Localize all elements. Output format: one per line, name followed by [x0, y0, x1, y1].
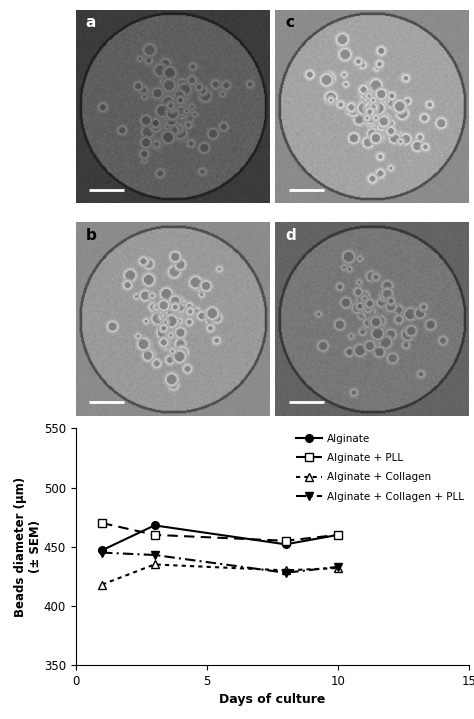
Alginate + PLL	[152, 531, 157, 539]
Text: d: d	[285, 228, 296, 243]
Alginate + Collagen + PLL	[152, 551, 157, 559]
Alginate + Collagen	[335, 564, 341, 572]
Line: Alginate + Collagen + PLL: Alginate + Collagen + PLL	[98, 549, 342, 577]
Alginate	[152, 521, 157, 530]
Text: c: c	[285, 15, 294, 30]
Alginate + PLL	[99, 518, 105, 527]
Line: Alginate + Collagen: Alginate + Collagen	[98, 561, 342, 588]
Line: Alginate: Alginate	[98, 521, 342, 554]
Alginate + Collagen	[283, 566, 289, 574]
Alginate	[99, 546, 105, 554]
Alginate	[283, 540, 289, 549]
Line: Alginate + PLL: Alginate + PLL	[98, 519, 342, 544]
Alginate + PLL	[335, 531, 341, 539]
Alginate + Collagen	[99, 580, 105, 589]
Alginate + Collagen + PLL	[99, 549, 105, 557]
Legend: Alginate, Alginate + PLL, Alginate + Collagen, Alginate + Collagen + PLL: Alginate, Alginate + PLL, Alginate + Col…	[296, 434, 464, 502]
Y-axis label: Beads diameter (μm)
(± SEM): Beads diameter (μm) (± SEM)	[15, 477, 43, 617]
Text: b: b	[85, 228, 96, 243]
Text: a: a	[85, 15, 96, 30]
Alginate + Collagen + PLL	[283, 569, 289, 577]
Alginate + PLL	[283, 536, 289, 545]
Alginate + Collagen + PLL	[335, 562, 341, 571]
Alginate + Collagen	[152, 560, 157, 569]
X-axis label: Days of culture: Days of culture	[219, 693, 326, 706]
Alginate	[335, 531, 341, 539]
